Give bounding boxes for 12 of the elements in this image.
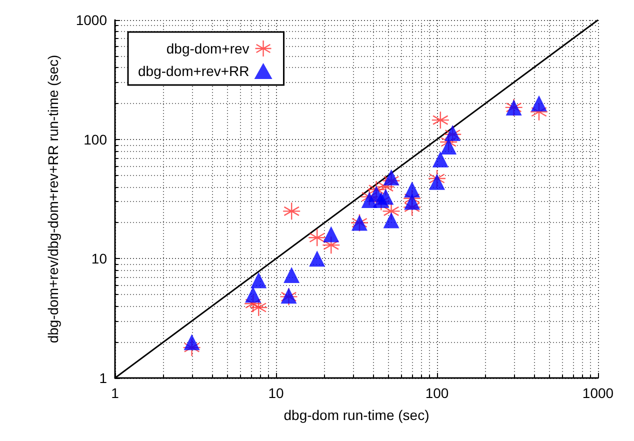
- x-axis-title: dbg-dom run-time (sec): [284, 407, 430, 423]
- x-tick-label: 10: [268, 385, 284, 401]
- y-tick-label: 1: [99, 370, 108, 386]
- legend-label: dbg-dom+rev: [166, 40, 250, 56]
- x-tick-label: 1: [111, 385, 120, 401]
- y-axis-title: dbg-dom+rev/dbg-dom+rev+RR run-time (sec): [45, 54, 61, 344]
- x-tick-label: 100: [425, 385, 449, 401]
- y-tick-label: 100: [84, 131, 108, 148]
- y-tick-label: 1000: [76, 12, 108, 28]
- y-tick-label: 10: [91, 250, 108, 267]
- x-tick-label: 1000: [582, 385, 614, 401]
- legend-label: dbg-dom+rev+RR: [138, 63, 250, 79]
